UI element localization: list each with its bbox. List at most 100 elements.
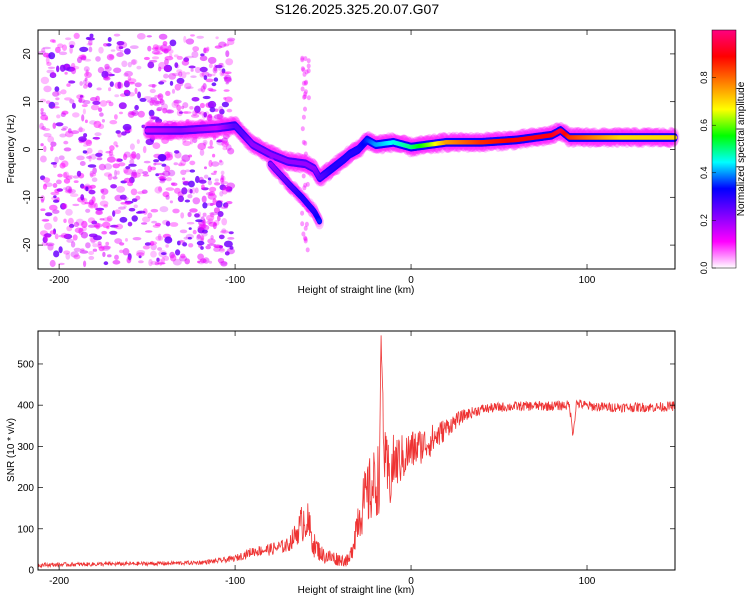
spectrogram-noise-blob [304, 69, 309, 75]
spectrogram-noise-blob [214, 45, 223, 49]
spectrogram-noise-blob [192, 197, 201, 205]
spectrogram-noise-blob [58, 51, 68, 56]
spectrogram-noise-blob [123, 72, 129, 77]
spectrogram-noise-blob [81, 114, 85, 122]
snr-plot-area [38, 331, 675, 570]
spectrogram-noise-blob [151, 50, 160, 55]
spectrogram-noise-blob [56, 91, 62, 96]
spectrogram-noise-blob [207, 177, 212, 181]
spectrogram-noise-blob [177, 240, 181, 246]
spectrogram-noise-blob [302, 71, 307, 77]
spectrogram-noise-blob [223, 240, 233, 248]
spectrogram-noise-blob [42, 128, 51, 131]
spectrogram-noise-blob [303, 56, 308, 62]
spectrogram-noise-blob [68, 223, 75, 228]
spectrogram-noise-blob [42, 219, 50, 222]
spectrogram-noise-blob [225, 58, 234, 66]
spectrogram-noise-blob [123, 205, 127, 208]
spectrogram-noise-blob [159, 99, 165, 106]
spectrogram-noise-blob [184, 199, 191, 203]
spectrogram-noise-blob [43, 85, 52, 93]
spectrogram-noise-blob [53, 250, 60, 258]
spectrogram-noise-blob [209, 139, 213, 147]
spectrogram-noise-blob [203, 75, 208, 81]
snr-x-tick-label: -200 [49, 576, 69, 587]
spectrogram-noise-blob [164, 65, 171, 72]
spectrogram-noise-blob [50, 191, 60, 196]
spectrogram-noise-blob [141, 124, 146, 129]
spectrogram-noise-blob [109, 230, 118, 235]
spectrogram-noise-blob [159, 175, 165, 180]
spectrogram-noise-blob [158, 33, 168, 40]
spectrogram-noise-blob [195, 175, 200, 184]
spectrogram-noise-blob [123, 168, 133, 175]
spectrogram-noise-blob [87, 37, 95, 41]
spectrogram-noise-blob [63, 140, 69, 145]
spectrogram-noise-blob [156, 257, 160, 262]
spectrogram-noise-blob [98, 123, 105, 129]
spectrogram-noise-blob [95, 210, 103, 216]
spectrogram-noise-blob [80, 55, 87, 61]
spectrogram-noise-blob [161, 256, 165, 265]
spectrogram-noise-blob [119, 242, 125, 246]
snr-y-tick-label: 500 [17, 359, 34, 370]
spectrogram-noise-blob [185, 119, 190, 124]
spectrogram-noise-blob [145, 135, 154, 139]
spectrogram-noise-blob [188, 227, 192, 230]
spectrogram-noise-blob [207, 243, 216, 246]
spectrogram-noise-blob [109, 81, 114, 87]
spectrogram-noise-blob [131, 172, 141, 178]
spectrogram-noise-blob [52, 91, 60, 97]
spectrogram-noise-blob [221, 101, 229, 108]
spectrogram-noise-blob [69, 99, 75, 104]
spectrogram-noise-blob [179, 240, 186, 243]
spectrogram-noise-blob [98, 46, 104, 54]
spectrogram-noise-blob [198, 223, 207, 229]
spectrogram-noise-blob [65, 208, 73, 216]
spectrogram-noise-blob [57, 43, 64, 49]
spectrogram-noise-blob [141, 222, 148, 225]
spectrogram-noise-blob [189, 208, 198, 213]
spectrogram-noise-blob [87, 164, 97, 168]
spectrogram-noise-blob [52, 39, 57, 44]
spectrogram-noise-blob [48, 101, 56, 109]
spectrogram-noise-blob [173, 99, 180, 107]
spectrogram-noise-blob [152, 100, 161, 107]
spectrogram-noise-blob [212, 67, 218, 74]
spectrogram-noise-blob [225, 186, 233, 192]
spectrogram-noise-blob [205, 245, 211, 250]
spectrogram-noise-blob [196, 234, 202, 241]
spectrogram-noise-blob [157, 233, 162, 241]
spectrogram-noise-blob [49, 204, 58, 211]
spectrogram-noise-blob [103, 43, 109, 47]
spectrogram-noise-blob [70, 193, 79, 198]
spectrogram-noise-blob [73, 254, 81, 260]
spectrogram-noise-blob [44, 222, 53, 230]
spectrogram-noise-blob [221, 68, 226, 74]
snr-y-axis-label: SNR (10 * v/v) [6, 418, 17, 482]
spectrogram-noise-blob [95, 207, 105, 211]
spectrogram-noise-blob [203, 47, 209, 54]
spectrogram-noise-blob [57, 173, 63, 178]
spectrogram-ridge-layer [142, 115, 680, 230]
spectrogram-noise-blob [215, 200, 223, 208]
spectrogram-noise-blob [157, 247, 163, 251]
spectrogram-noise-blob [134, 87, 138, 95]
spectrogram-noise-blob [107, 37, 112, 42]
spectrogram-noise-blob [301, 114, 306, 120]
spectrogram-noise-blob [144, 242, 152, 246]
spectrogram-noise-blob [219, 191, 224, 197]
spectrogram-noise-blob [134, 82, 142, 88]
spectrogram-noise-blob [110, 184, 117, 189]
spectrogram-noise-blob [114, 209, 121, 214]
spectrogram-noise-blob [157, 176, 166, 180]
spectrogram-noise-blob [108, 73, 115, 77]
spectrogram-noise-blob [83, 84, 88, 89]
spectrogram-noise-blob [205, 78, 214, 83]
spectrogram-noise-blob [225, 82, 229, 85]
spectrogram-noise-blob [80, 231, 88, 239]
spectrogram-noise-blob [127, 110, 135, 118]
spectrogram-noise-blob [145, 230, 153, 233]
spectrogram-noise-blob [184, 82, 192, 90]
